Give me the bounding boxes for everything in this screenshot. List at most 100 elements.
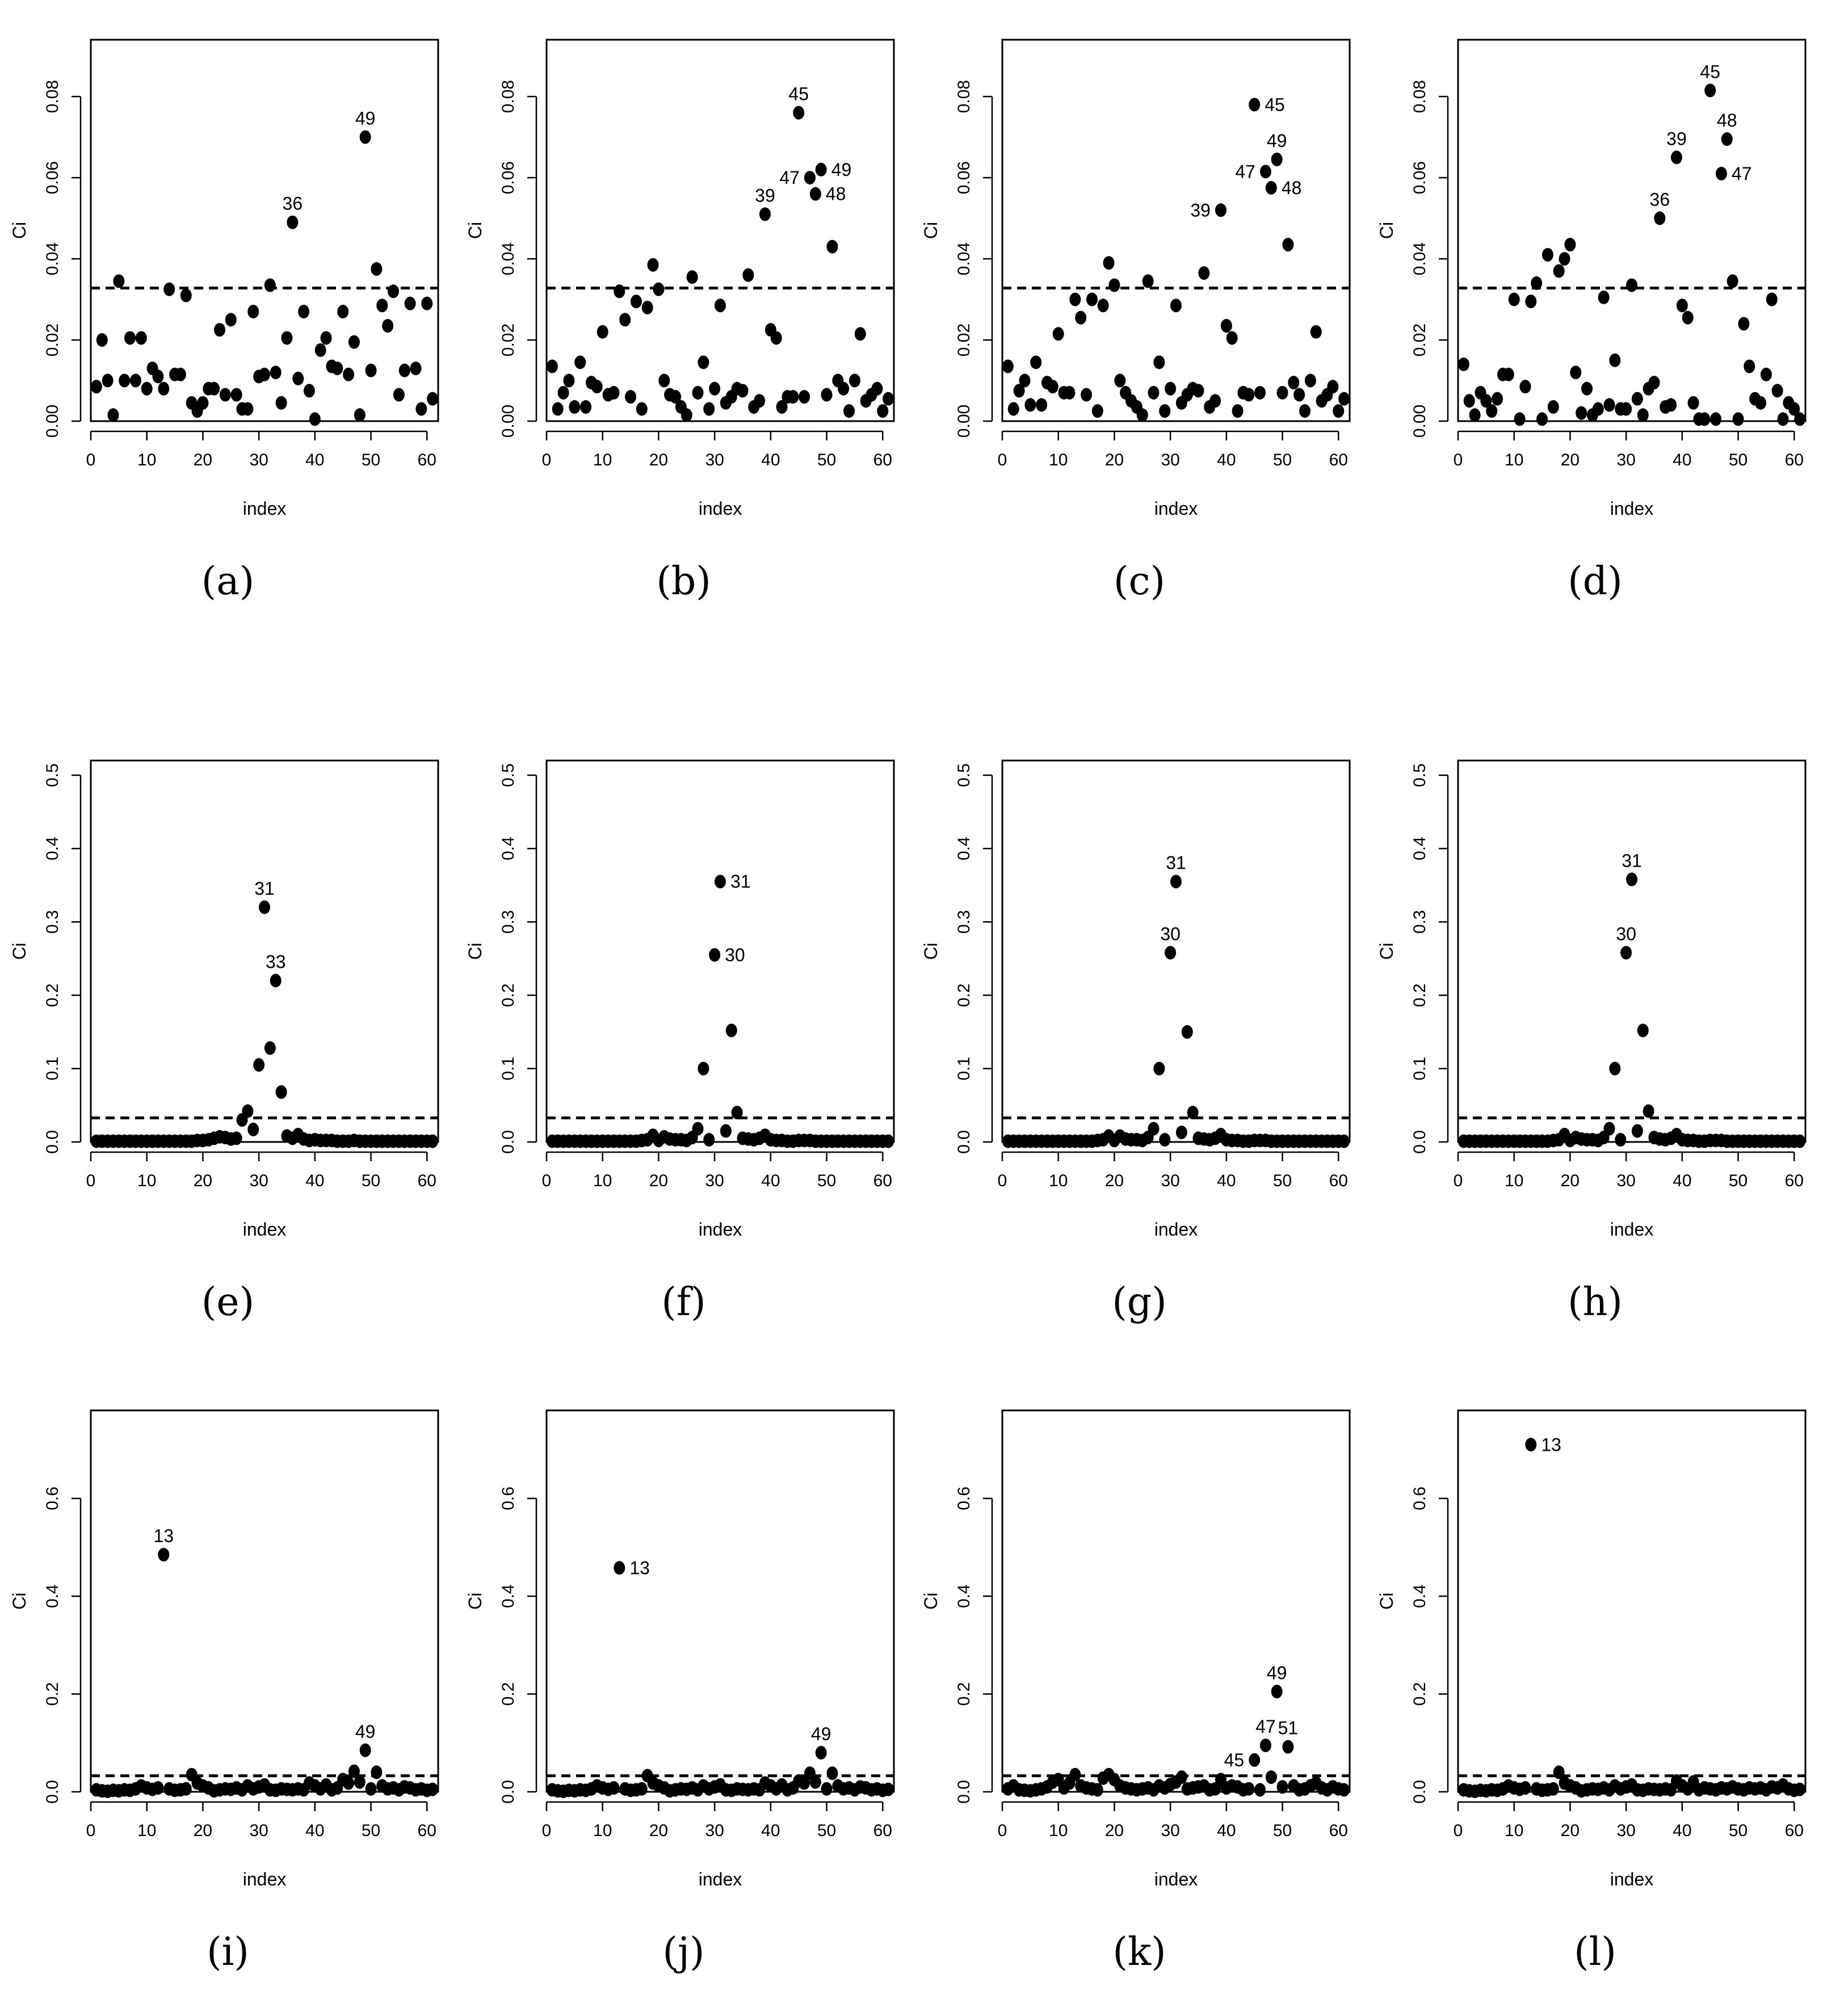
y-tick-label: 0.06 xyxy=(43,161,62,194)
scatter-plot-c: 0 10 20 30 40 50 60 0.00 0.02 0.04 0.06 0.08 index Ci… xyxy=(921,39,1351,519)
point-label: 49 xyxy=(1267,1662,1287,1683)
y-tick-label: 0.04 xyxy=(43,242,62,275)
data-point xyxy=(619,313,631,327)
data-point xyxy=(1715,166,1727,180)
y-tick-label: 0.02 xyxy=(955,324,973,356)
x-tick-label: 60 xyxy=(418,451,436,469)
data-point xyxy=(1794,1782,1806,1796)
point-label: 47 xyxy=(1255,1716,1276,1737)
data-point xyxy=(591,380,603,394)
data-point xyxy=(725,1023,737,1038)
data-point xyxy=(826,1766,838,1780)
y-axis-title: Ci xyxy=(9,1593,30,1610)
data-point xyxy=(546,359,558,373)
x-tick-label: 50 xyxy=(362,1821,380,1840)
y-tick-label: 0.0 xyxy=(43,1130,62,1154)
point-label: 47 xyxy=(779,167,800,188)
data-point xyxy=(152,1781,164,1795)
data-point xyxy=(883,1134,894,1148)
plot-frame xyxy=(90,39,439,422)
data-point xyxy=(1603,398,1615,412)
data-point xyxy=(821,1782,833,1796)
data-point xyxy=(692,385,704,400)
data-point xyxy=(647,258,659,272)
y-tick-label: 0.1 xyxy=(499,1057,518,1081)
data-point xyxy=(343,367,355,381)
point-label: 39 xyxy=(1190,200,1211,220)
data-point xyxy=(1738,317,1750,331)
data-point xyxy=(314,343,326,357)
y-axis: 0.0 0.2 0.4 0.6 xyxy=(43,1486,82,1804)
data-point xyxy=(1665,398,1677,412)
data-point xyxy=(703,1133,715,1147)
data-point xyxy=(838,381,850,396)
data-point xyxy=(1626,872,1637,887)
y-axis-title: Ci xyxy=(1376,1593,1397,1610)
data-point xyxy=(843,404,855,418)
x-axis-title: index xyxy=(1154,498,1198,519)
x-tick-label: 10 xyxy=(1505,1821,1523,1840)
data-point xyxy=(1097,299,1109,313)
panel-k: 0 10 20 30 40 50 60 0.0 0.2 0.4 0.6 index Ci 45 47 49 51… xyxy=(912,1371,1367,2016)
plot-frame xyxy=(1001,1409,1351,1793)
x-tick-label: 20 xyxy=(649,1171,668,1190)
data-point xyxy=(1744,359,1755,373)
data-point xyxy=(709,948,721,962)
x-axis-title: index xyxy=(243,498,287,519)
data-point xyxy=(1581,381,1593,396)
y-tick-label: 0.6 xyxy=(1410,1486,1429,1510)
y-axis-title: Ci xyxy=(921,1593,941,1610)
y-axis: 0.00 0.02 0.04 0.06 0.08 xyxy=(1410,80,1449,438)
plot-frame xyxy=(90,759,439,1143)
data-point xyxy=(1007,402,1019,416)
data-point xyxy=(1699,412,1711,426)
x-axis-title: index xyxy=(1154,1869,1198,1889)
panel-h: 0 10 20 30 40 50 60 0.0 0.1 0.2 0.3 0.4 0.5 index Ci 30… xyxy=(1367,721,1823,1366)
point-label: 49 xyxy=(811,1724,831,1744)
data-point xyxy=(1075,310,1087,325)
x-axis: 0 10 20 30 40 50 60 xyxy=(998,1801,1348,1840)
data-point xyxy=(90,380,102,394)
point-label: 30 xyxy=(1616,924,1636,944)
x-tick-label: 30 xyxy=(1616,1171,1635,1190)
point-label: 45 xyxy=(1265,94,1285,115)
plot-frame xyxy=(1457,39,1807,422)
y-tick-label: 0.5 xyxy=(499,763,518,787)
x-axis: 0 10 20 30 40 50 60 xyxy=(998,1151,1348,1190)
data-point xyxy=(742,268,754,282)
data-point xyxy=(1271,152,1283,166)
y-tick-label: 0.08 xyxy=(955,80,973,113)
data-point xyxy=(1327,380,1339,394)
data-point xyxy=(849,373,860,388)
data-point xyxy=(365,1782,377,1796)
data-point xyxy=(348,335,360,349)
data-point xyxy=(1508,292,1520,306)
data-point xyxy=(692,1122,704,1136)
x-tick-label: 40 xyxy=(761,451,780,469)
data-point xyxy=(1609,353,1621,367)
y-axis: 0.00 0.02 0.04 0.06 0.08 xyxy=(499,80,537,438)
y-tick-label: 0.08 xyxy=(1410,80,1429,113)
y-tick-label: 0.4 xyxy=(1410,837,1429,860)
panel-caption: (e) xyxy=(201,1280,255,1325)
data-points xyxy=(1002,1685,1350,1798)
y-tick-label: 0.04 xyxy=(499,242,518,275)
point-label: 31 xyxy=(1166,852,1186,873)
data-point xyxy=(1721,132,1733,146)
panel-caption: (f) xyxy=(661,1280,706,1325)
x-tick-label: 50 xyxy=(817,1171,836,1190)
plot-frame xyxy=(545,39,895,422)
plot-frame xyxy=(1457,1409,1807,1793)
data-point xyxy=(574,355,586,369)
data-point xyxy=(1469,408,1481,422)
x-axis: 0 10 20 30 40 50 60 xyxy=(542,1151,892,1190)
point-label: 36 xyxy=(1650,190,1670,210)
x-tick-label: 30 xyxy=(1161,1821,1179,1840)
point-label: 49 xyxy=(1267,131,1287,151)
data-point xyxy=(1519,1781,1531,1795)
x-tick-label: 10 xyxy=(1049,451,1068,469)
panel-caption: (a) xyxy=(201,559,255,604)
y-axis: 0.0 0.2 0.4 0.6 xyxy=(1410,1486,1449,1804)
data-point xyxy=(1502,367,1514,381)
data-point xyxy=(1181,1025,1193,1039)
